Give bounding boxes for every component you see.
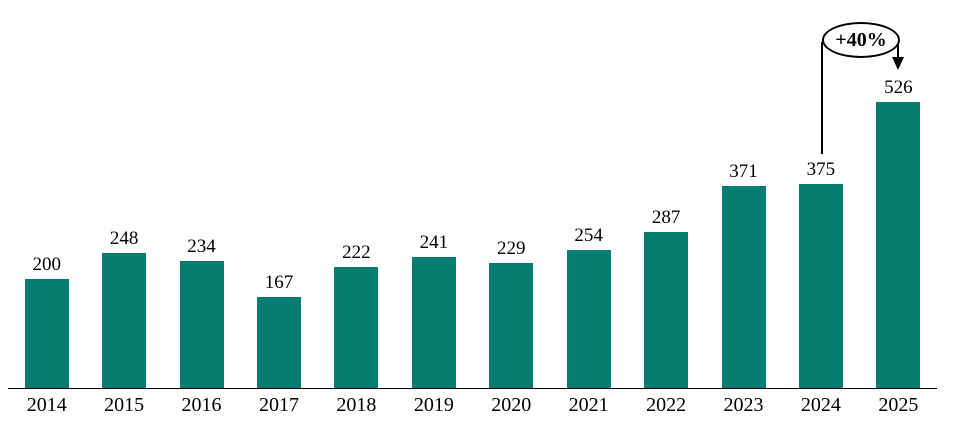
bar-value-label: 526 [884,77,913,98]
bar-value-label: 229 [496,238,526,259]
x-tick-label: 2015 [104,394,145,416]
x-tick-label: 2023 [723,394,764,416]
bar-value-label: 222 [342,242,371,263]
bar [334,267,379,388]
bar-value-label: 241 [419,232,449,253]
bar [102,253,147,388]
x-tick-label: 2019 [413,394,454,416]
x-tick-label: 2020 [491,394,532,416]
bar [489,263,534,388]
callout-arrow-line [897,40,899,58]
bar-column: 526 [860,77,937,388]
bar-value-label: 167 [264,272,294,293]
bar-value-label: 200 [32,254,61,275]
bar [179,261,224,388]
bar-column: 371 [705,161,782,388]
plot-area: 200 248 234 167 222 241 229 254 287 371 375 526 [8,0,937,389]
bar [798,184,843,388]
growth-callout: +40% [822,22,900,58]
x-tick-label: 2022 [646,394,687,416]
x-tick-label: 2018 [336,394,377,416]
x-tick-label: 2016 [181,394,222,416]
bar-column: 375 [782,159,859,388]
bar-column: 167 [240,272,317,388]
bar [566,250,611,388]
bar-value-label: 248 [109,228,139,249]
bar-value-label: 254 [574,225,603,246]
bar-value-label: 234 [187,236,216,257]
x-tick-label: 2014 [26,394,67,416]
x-tick-label: 2025 [878,394,919,416]
callout-connector-line [821,42,823,154]
x-axis-labels: 2014 2015 2016 2017 2018 2019 2020 2021 2022 2023… [8,393,937,417]
bar-column: 241 [395,232,472,388]
bar [644,232,689,388]
bar-column: 254 [550,225,627,388]
bar [256,297,301,388]
arrow-down-icon [892,57,904,70]
x-tick-label: 2017 [258,394,299,416]
bar-column: 229 [473,238,550,388]
x-tick-label: 2024 [800,394,841,416]
bar-column: 200 [8,254,85,388]
bar-value-label: 371 [729,161,758,182]
bar-value-label: 287 [651,207,681,228]
bar-column: 222 [318,242,395,388]
bar [24,279,69,388]
bar-column: 287 [627,207,704,388]
growth-callout-label: +40% [835,28,887,51]
bar [876,102,921,388]
bar [721,186,766,388]
bar [411,257,456,388]
bar-column: 248 [85,228,162,388]
x-tick-label: 2021 [568,394,609,416]
bar-value-label: 375 [806,159,836,180]
bar-column: 234 [163,236,240,388]
